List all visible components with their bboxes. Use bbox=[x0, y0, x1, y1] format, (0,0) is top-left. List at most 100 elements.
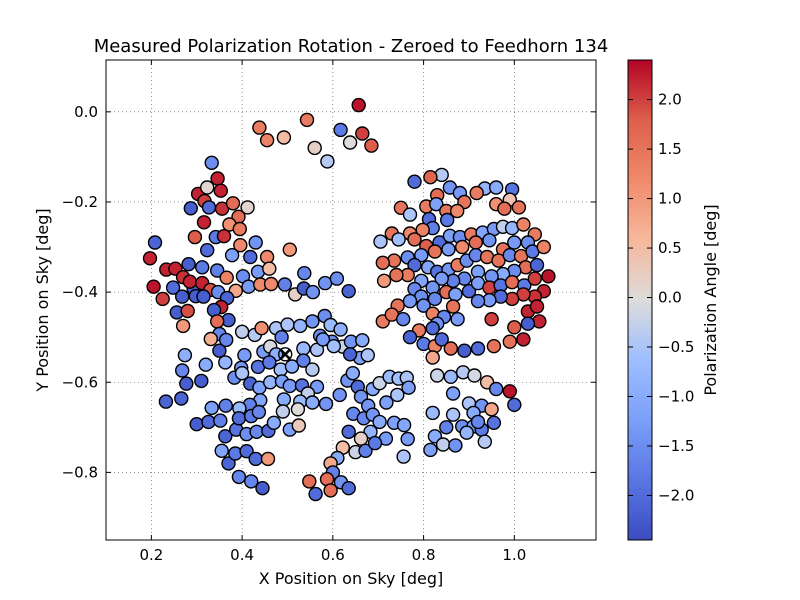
data-point bbox=[448, 438, 463, 453]
data-point bbox=[296, 341, 311, 356]
data-point bbox=[329, 271, 345, 286]
data-point bbox=[254, 321, 269, 336]
data-point bbox=[491, 253, 506, 268]
data-point bbox=[305, 284, 321, 300]
data-point bbox=[218, 332, 234, 348]
data-point bbox=[416, 298, 431, 313]
data-point bbox=[507, 397, 522, 412]
data-point bbox=[224, 247, 240, 263]
x-axis-ticks: 0.2 0.4 0.6 0.8 1.0 bbox=[139, 60, 526, 564]
data-point bbox=[450, 312, 465, 327]
data-point bbox=[243, 249, 258, 265]
data-point bbox=[407, 174, 422, 189]
data-point bbox=[165, 280, 181, 295]
reference-marker-x bbox=[279, 348, 292, 361]
data-point bbox=[497, 201, 512, 216]
data-point bbox=[280, 317, 295, 332]
data-point bbox=[290, 402, 306, 417]
data-point bbox=[470, 293, 486, 309]
data-point bbox=[237, 348, 252, 363]
data-point bbox=[441, 242, 456, 257]
data-point bbox=[209, 263, 225, 278]
colorbar-tick-label: 1.0 bbox=[658, 190, 682, 208]
data-point bbox=[179, 376, 194, 391]
data-point bbox=[333, 122, 348, 138]
data-point bbox=[355, 126, 370, 141]
data-point bbox=[259, 132, 275, 148]
colorbar bbox=[627, 59, 653, 541]
x-tick-label: 0.4 bbox=[230, 546, 254, 564]
data-point bbox=[425, 350, 440, 365]
data-point bbox=[364, 138, 379, 153]
data-point bbox=[213, 413, 228, 428]
data-point bbox=[214, 443, 229, 458]
data-point bbox=[183, 201, 199, 216]
data-point bbox=[196, 215, 212, 230]
data-point bbox=[341, 284, 356, 299]
data-point bbox=[351, 97, 366, 113]
data-point bbox=[504, 291, 520, 307]
data-point bbox=[201, 414, 216, 430]
data-point bbox=[414, 247, 429, 263]
reference-marker bbox=[278, 347, 293, 362]
data-points bbox=[142, 97, 556, 502]
data-point bbox=[477, 434, 492, 449]
data-point bbox=[341, 424, 356, 439]
data-point bbox=[396, 449, 411, 464]
data-point bbox=[529, 257, 545, 273]
data-point bbox=[502, 334, 517, 349]
data-point bbox=[282, 378, 297, 394]
data-point bbox=[249, 424, 264, 439]
data-point bbox=[375, 255, 390, 270]
data-point bbox=[489, 381, 504, 397]
data-point bbox=[470, 414, 486, 430]
data-point bbox=[391, 232, 406, 247]
y-tick-label: −0.4 bbox=[62, 283, 98, 301]
data-point bbox=[427, 244, 443, 259]
data-point bbox=[277, 277, 292, 292]
data-point bbox=[489, 180, 504, 195]
data-point bbox=[174, 363, 190, 378]
data-point bbox=[323, 483, 338, 498]
data-point bbox=[275, 404, 291, 419]
data-point bbox=[305, 395, 320, 410]
data-point bbox=[282, 242, 297, 257]
data-point bbox=[146, 279, 161, 294]
data-point bbox=[291, 418, 306, 433]
data-point bbox=[455, 239, 470, 255]
data-point bbox=[486, 339, 502, 354]
data-point bbox=[155, 291, 170, 307]
data-point bbox=[541, 269, 556, 284]
data-point bbox=[440, 212, 455, 228]
data-point bbox=[276, 392, 292, 407]
data-point bbox=[212, 343, 227, 358]
data-point bbox=[353, 431, 369, 446]
plot-frame bbox=[105, 59, 597, 541]
data-point bbox=[299, 112, 315, 128]
data-point bbox=[232, 221, 248, 237]
data-point bbox=[450, 203, 465, 219]
data-point bbox=[434, 271, 449, 286]
data-point bbox=[443, 341, 458, 356]
data-point bbox=[274, 330, 289, 345]
data-point bbox=[516, 217, 531, 232]
data-point bbox=[457, 343, 472, 358]
data-point bbox=[315, 332, 331, 347]
data-point bbox=[425, 405, 440, 421]
data-point bbox=[305, 314, 320, 329]
data-point bbox=[308, 486, 323, 502]
y-tick-label: −0.6 bbox=[62, 373, 98, 391]
data-point bbox=[262, 261, 277, 276]
data-point bbox=[174, 391, 189, 406]
data-point bbox=[318, 396, 334, 412]
data-point bbox=[389, 267, 404, 283]
data-point bbox=[263, 276, 279, 292]
colorbar-tick-label: 1.5 bbox=[658, 140, 682, 158]
data-point bbox=[427, 291, 443, 307]
data-point bbox=[390, 387, 405, 403]
data-point bbox=[194, 373, 209, 389]
data-point bbox=[297, 266, 312, 281]
y-axis-label: Y Position on Sky [deg] bbox=[33, 208, 52, 392]
data-point bbox=[527, 271, 542, 286]
data-point bbox=[332, 387, 347, 403]
